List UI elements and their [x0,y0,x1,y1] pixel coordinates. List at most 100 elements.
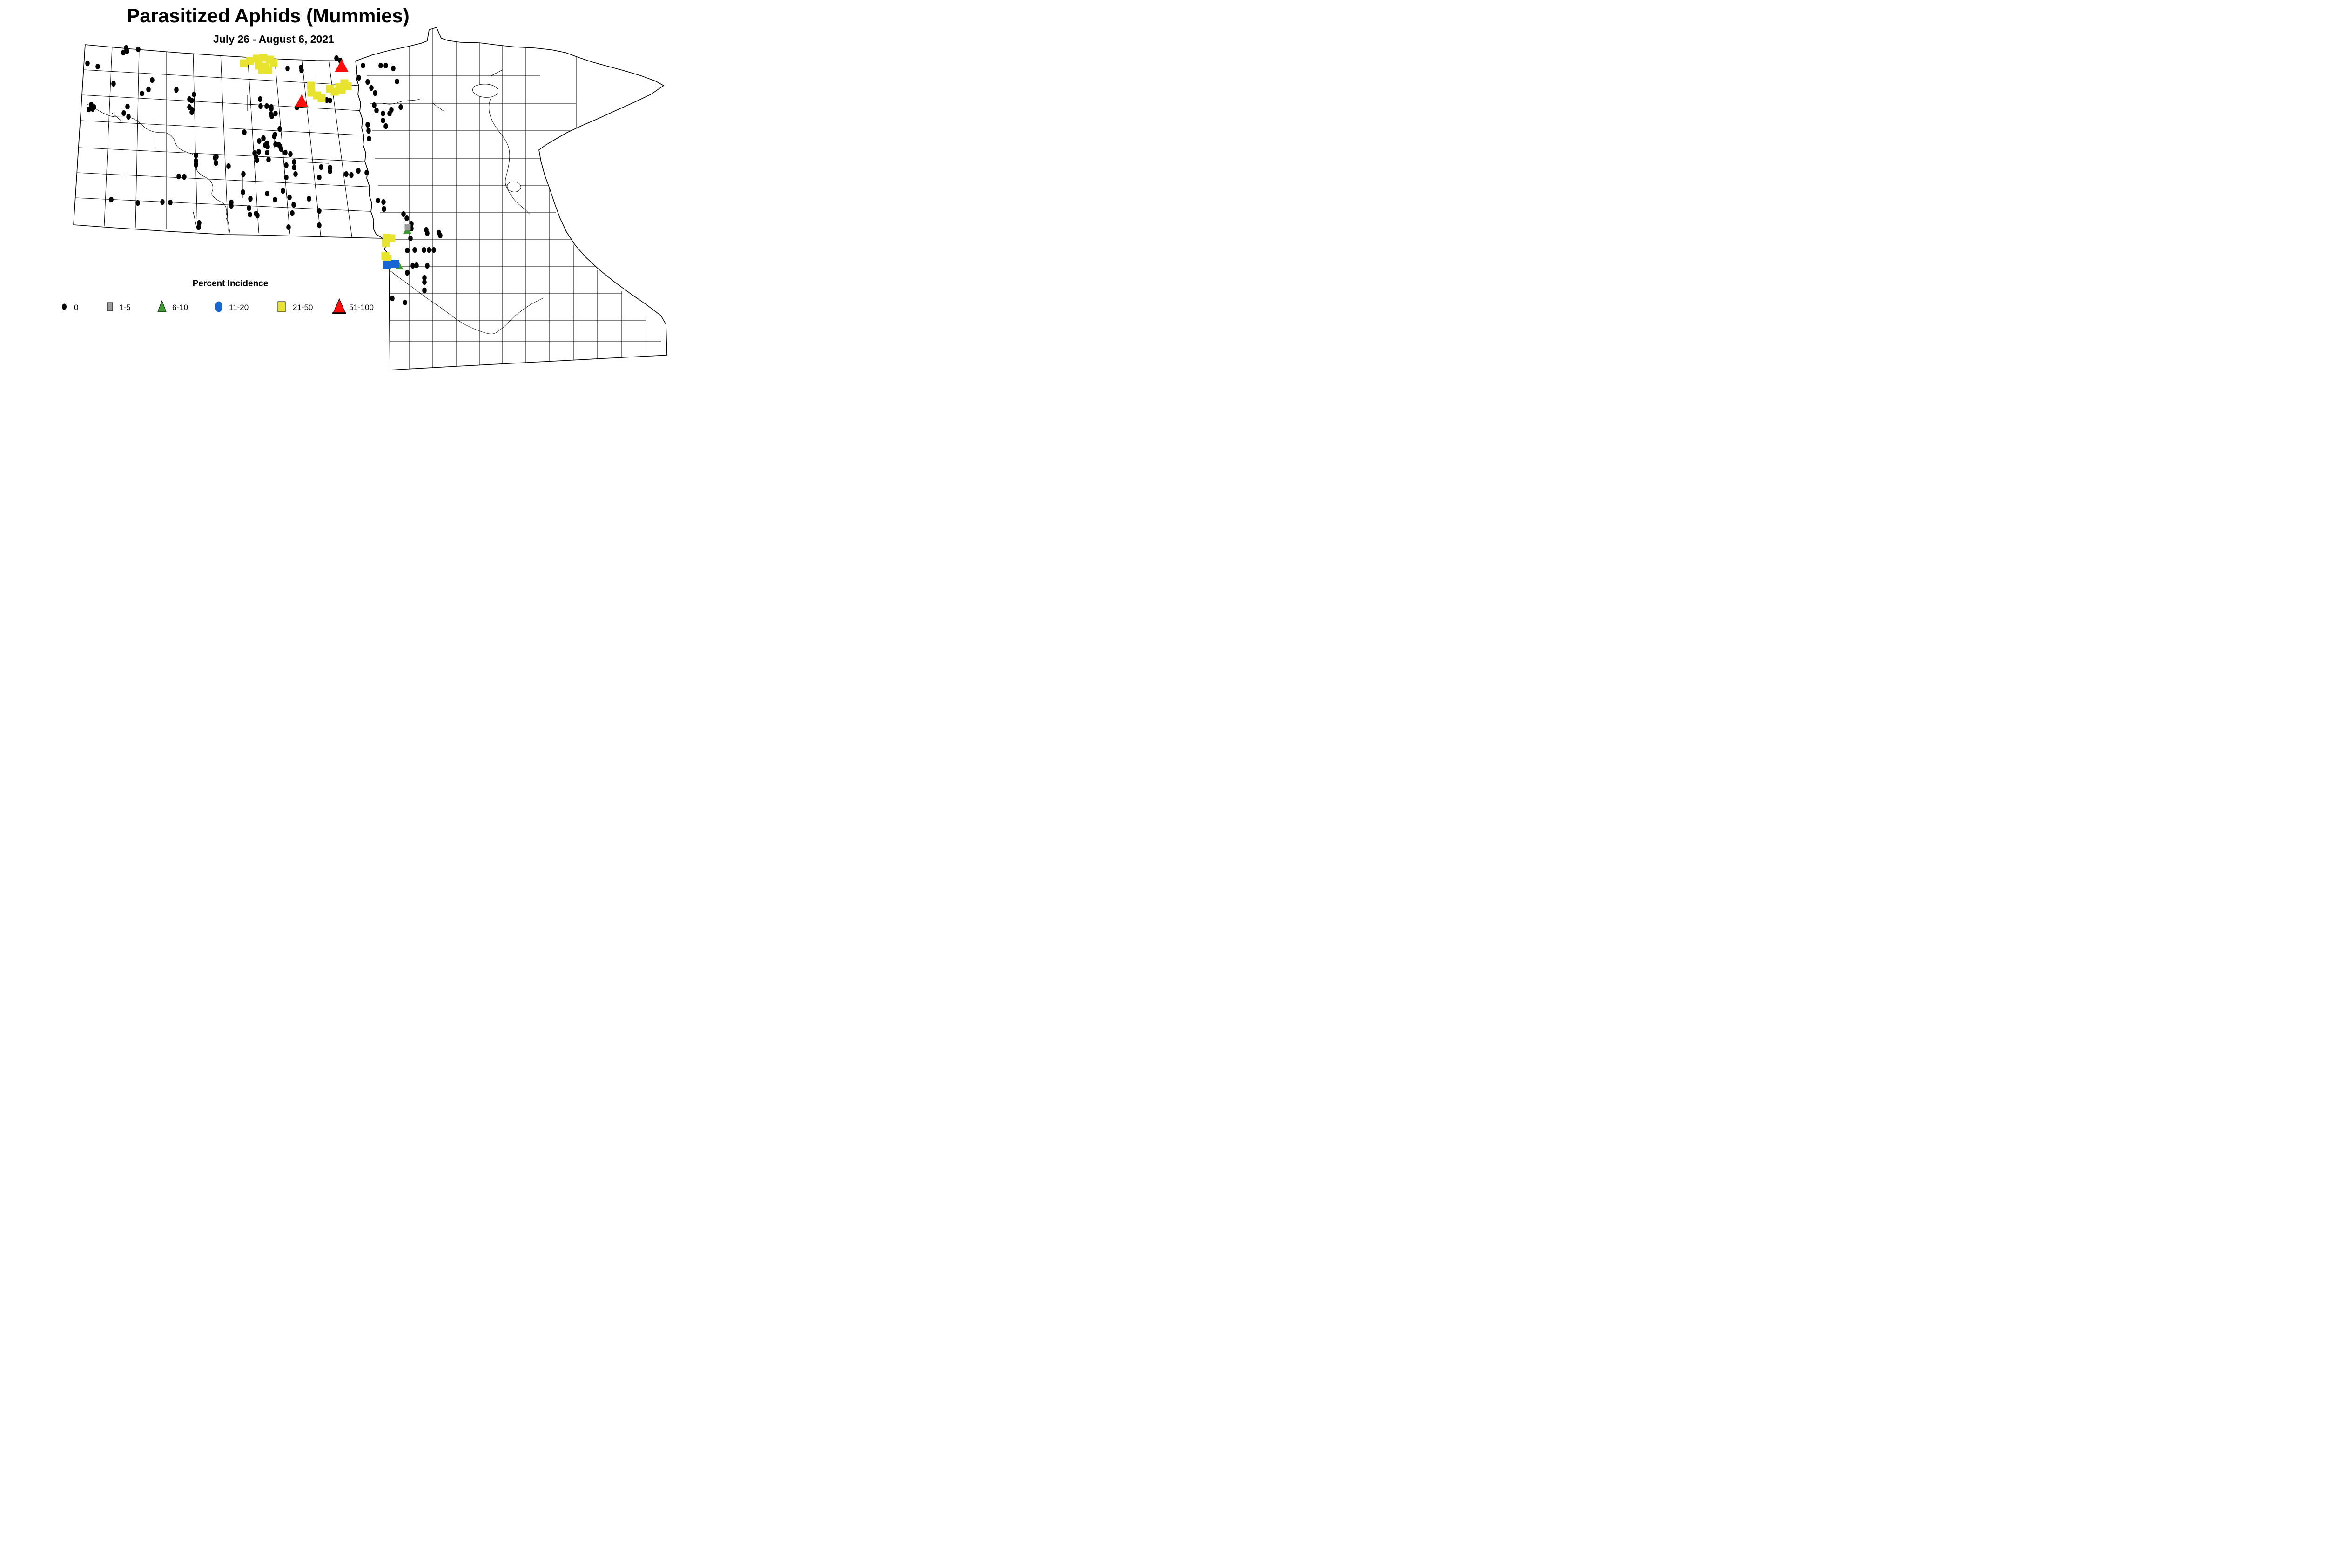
marker-dot [111,81,116,87]
marker-dot [197,220,202,226]
marker-yellow-square [264,66,272,74]
marker-dot [405,269,410,276]
minnesota-outline [355,27,667,370]
marker-blue-square [391,260,399,268]
marker-dot [269,106,274,112]
marker-dot [410,262,415,269]
marker-dot [349,172,354,178]
marker-dot [307,195,311,202]
marker-dot [356,74,361,81]
marker-dot [317,222,322,229]
legend-green-triangle-icon [157,300,167,312]
marker-dot [194,152,198,159]
marker-dot [290,210,295,216]
marker-dot [126,114,131,120]
marker-dot [265,143,270,150]
marker-dot [369,85,374,91]
marker-dot [412,247,417,253]
marker-dot [125,48,129,54]
marker-yellow-square [317,94,326,102]
marker-dot [422,287,427,294]
legend-title: Percent Incidence [193,279,269,289]
minnesota-county-lines [367,29,661,369]
marker-dot [372,102,377,108]
marker-dot [317,208,322,214]
marker-dot [258,103,263,109]
marker-dot [317,174,322,181]
marker-dot [248,195,253,202]
marker-dot [255,157,259,163]
marker-dot [264,103,269,109]
north-dakota-outline [73,44,383,239]
marker-dot [319,164,323,170]
marker-dot [324,97,329,103]
marker-dot [279,146,283,152]
marker-dot [121,110,126,116]
markers-layer [85,45,443,306]
marker-dot [367,135,371,142]
marker-dot [150,77,155,83]
marker-dot [425,262,430,269]
marker-dot [257,138,262,144]
marker-dot [376,197,380,204]
state-north-dakota [73,44,383,239]
marker-dot [174,87,179,93]
marker-yellow-square [307,81,315,90]
marker-dot [299,67,304,74]
legend-label-5: 51-100 [349,303,374,312]
marker-dot [403,299,407,306]
marker-dot [121,49,126,56]
marker-yellow-square [258,66,266,74]
marker-dot [404,215,409,222]
marker-dot [366,128,371,134]
red-lake-river [382,98,422,105]
marker-dot [365,79,370,85]
marker-dot [248,211,252,218]
marker-dot [90,106,95,112]
red-lake [472,84,499,98]
marker-dot [292,164,296,171]
marker-dot [291,202,296,208]
mississippi-headwaters-river [489,97,530,215]
legend-label-4: 21-50 [293,303,313,312]
marker-dot [391,65,396,72]
marker-yellow-square [246,57,254,65]
marker-dot [168,199,173,206]
marker-dot [374,107,379,114]
marker-red-triangle [335,59,349,72]
marker-dot [383,123,388,129]
marker-dot [395,78,399,85]
marker-dot [265,149,269,156]
marker-yellow-square [337,86,346,94]
marker-dot [273,196,277,203]
marker-dot [261,135,266,141]
marker-dot [196,224,201,230]
marker-dot [273,141,278,148]
marker-dot [365,121,370,128]
marker-dot [387,110,392,117]
marker-dot [328,168,332,175]
aphid-map-canvas: Parasitized Aphids (Mummies) July 26 - A… [62,5,667,370]
marker-dot [344,171,349,177]
legend-blue-circle-icon [215,301,222,312]
legend-label-0: 0 [74,303,78,312]
marker-dot [373,90,377,96]
marker-dot [422,247,426,253]
marker-dot [284,174,289,181]
map-title: Parasitized Aphids (Mummies) [127,5,410,27]
marker-dot [401,211,406,217]
marker-dot [272,133,276,140]
marker-dot [189,109,194,115]
marker-dot [334,55,339,61]
marker-dot [281,188,285,194]
marker-dot [284,162,289,168]
marker-dot [438,232,443,239]
marker-dot [192,91,196,98]
legend-label-3: 11-20 [229,303,249,312]
marker-yellow-square [240,59,248,67]
marker-dot [287,194,292,201]
marker-dot [135,200,140,206]
marker-dot [390,295,395,302]
marker-dot [422,279,427,285]
legend-label-1: 1-5 [119,303,131,312]
